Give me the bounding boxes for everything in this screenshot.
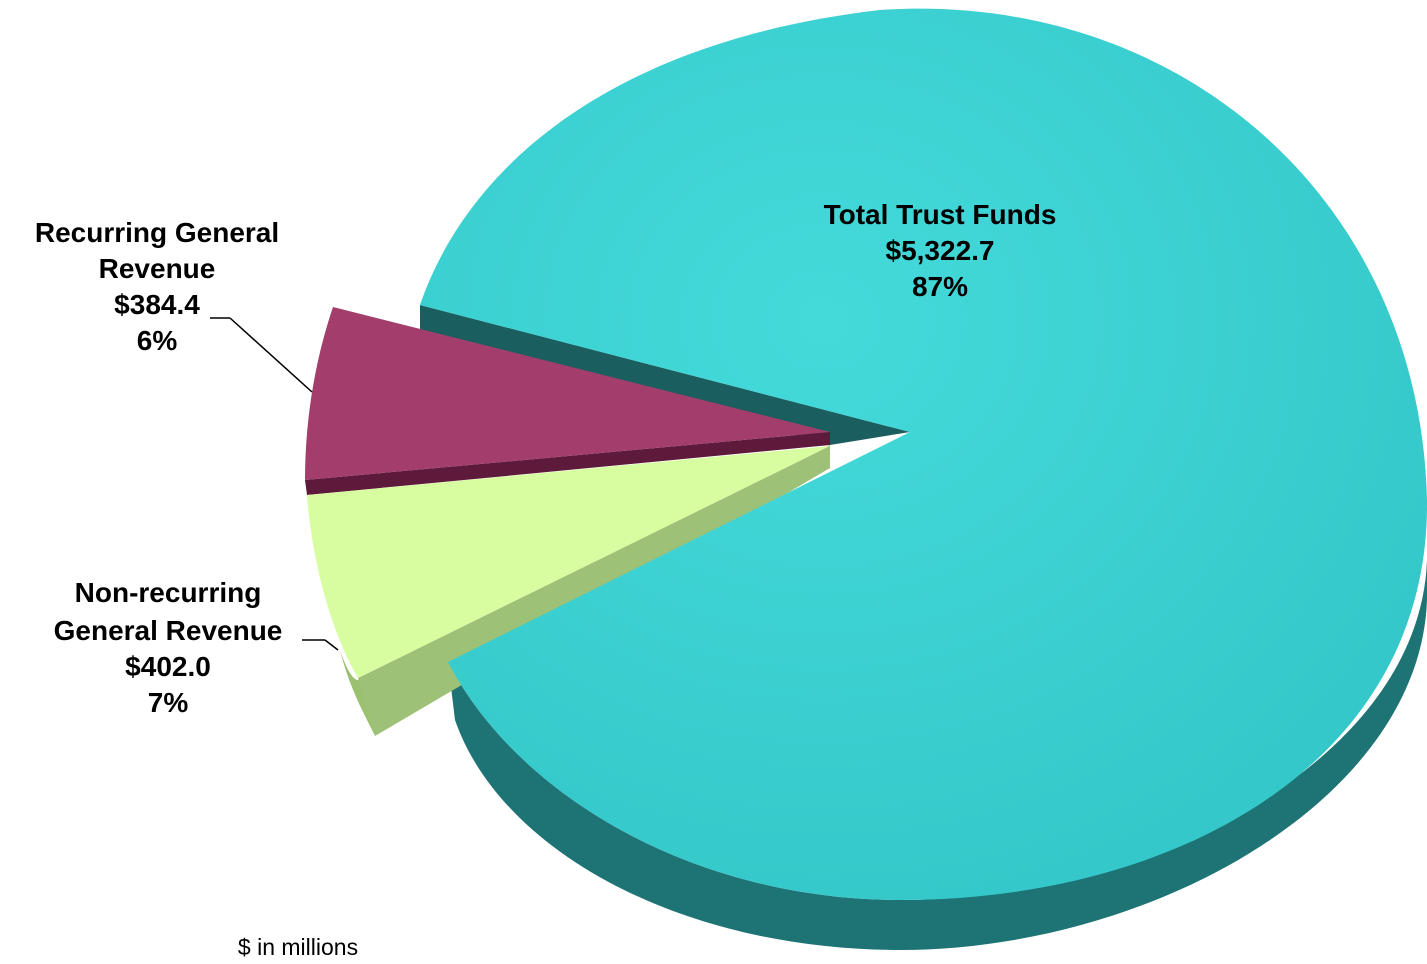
slice-value-nonrecurring: $402.0 [125, 651, 211, 682]
leader-line-nonrecurring-diag [324, 639, 339, 651]
slice-value-recurring: $384.4 [114, 289, 200, 320]
slice-side-trust-funds [448, 560, 1427, 950]
label-recurring-general-revenue: Recurring General Revenue $384.4 6% [35, 217, 279, 356]
slice-trust-funds [420, 8, 1427, 900]
units-note: $ in millions [238, 934, 358, 960]
slice-nonrecurring-general-revenue [307, 446, 830, 678]
slice-percent-recurring: 6% [137, 325, 178, 356]
label-trust-funds: Total Trust Funds $5,322.7 87% [824, 199, 1057, 302]
slice-recurring-general-revenue [305, 307, 830, 480]
slice-name-recurring-line2: Revenue [99, 253, 216, 284]
slice-name-trust-funds: Total Trust Funds [824, 199, 1057, 230]
leader-line-recurring-diag [229, 317, 313, 393]
slice-percent-nonrecurring: 7% [148, 687, 189, 718]
slice-value-trust-funds: $5,322.7 [886, 235, 995, 266]
slice-percent-trust-funds: 87% [912, 271, 968, 302]
slice-side-recurring [305, 432, 830, 495]
slice-name-recurring-line1: Recurring General [35, 217, 279, 248]
slice-name-nonrecurring-line1: Non-recurring [75, 577, 262, 608]
label-nonrecurring-general-revenue: Non-recurring General Revenue $402.0 7% [54, 577, 283, 718]
pie-tops [305, 8, 1427, 900]
slice-cut-trust-funds [420, 305, 910, 445]
slice-name-nonrecurring-line2: General Revenue [54, 615, 283, 646]
